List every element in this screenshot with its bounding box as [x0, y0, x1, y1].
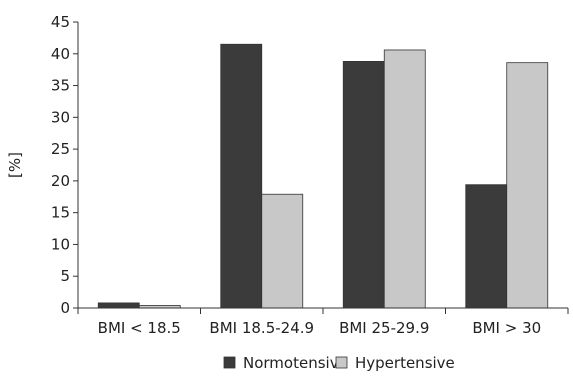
legend-label-hypertensive: Hypertensive [355, 354, 455, 372]
x-axis: BMI < 18.5 BMI 18.5-24.9 BMI 25-29.9 BMI > … [77, 307, 569, 337]
y-tick-label: 10 [51, 235, 70, 253]
x-tick-label: BMI 18.5-24.9 [209, 319, 314, 337]
bar-normotensive-2 [342, 61, 385, 309]
legend: Normotensive Hypertensive [223, 354, 455, 372]
bar-normotensive-0 [97, 302, 140, 309]
bar-normotensive-1 [220, 43, 263, 309]
x-tick-label: BMI < 18.5 [98, 319, 181, 337]
y-tick-label: 45 [51, 13, 70, 31]
y-tick-label: 0 [60, 299, 70, 317]
legend-swatch-hypertensive [335, 356, 348, 369]
y-tick-label: 40 [51, 45, 70, 63]
y-axis-label: [%] [6, 152, 24, 178]
bar-hypertensive-3 [506, 62, 549, 309]
y-tick-label: 20 [51, 172, 70, 190]
x-tick-label: BMI 25-29.9 [339, 319, 429, 337]
y-tick-label: 35 [51, 77, 70, 95]
bar-normotensive-3 [465, 184, 508, 309]
y-tick-label: 25 [51, 140, 70, 158]
y-axis: 0 5 10 15 20 25 30 35 40 45 [51, 13, 79, 317]
x-tick-label: BMI > 30 [472, 319, 541, 337]
y-tick-label: 15 [51, 204, 70, 222]
y-tick-label: 5 [60, 267, 70, 285]
bar-hypertensive-2 [383, 49, 426, 309]
bars [97, 43, 549, 309]
legend-swatch-normotensive [223, 356, 236, 369]
y-tick-label: 30 [51, 108, 70, 126]
legend-label-normotensive: Normotensive [243, 354, 348, 372]
bar-hypertensive-1 [261, 193, 304, 309]
